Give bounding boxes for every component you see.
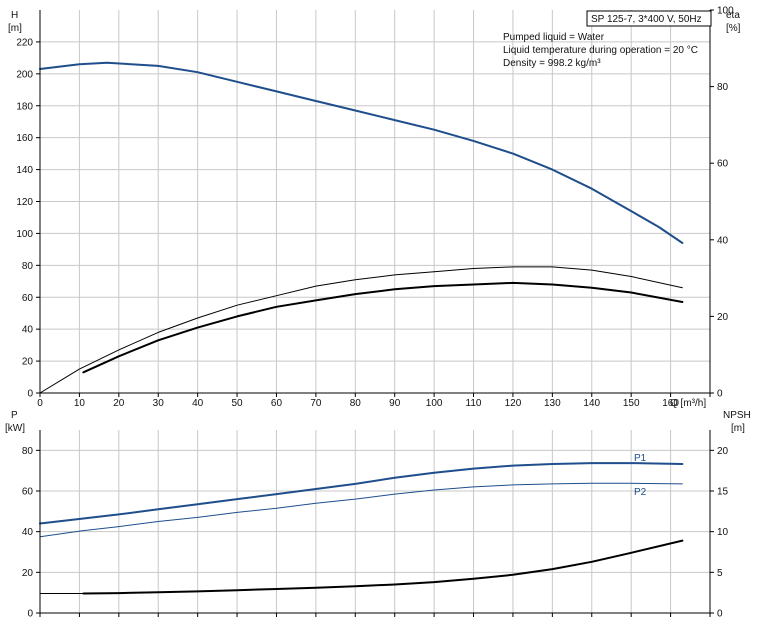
power-right-tick-label: 20 [717,446,729,457]
head-left-tick-label: 40 [22,325,34,336]
x-tick-label: 130 [544,398,561,409]
grid-layer [40,10,711,613]
x-tick-label: 80 [350,398,362,409]
head-axis-label-1: H [11,10,18,21]
head-left-tick-label: 0 [27,389,33,400]
power-left-tick-label: 80 [22,446,34,457]
power-axis-label-1: P [11,410,18,421]
title-box-border [586,10,712,27]
x-tick-label: 30 [153,398,165,409]
head-left-tick-label: 200 [16,69,33,80]
power-left-tick-label: 20 [22,568,34,579]
series-p2-line [39,482,683,538]
power-right-tick-label: 10 [717,527,729,538]
head-left-tick-label: 140 [16,165,33,176]
chart-title: SP 125-7, 3*400 V, 50Hz [591,14,702,25]
text-layer: 0204060801001201401601802002200204060801… [16,6,734,620]
x-tick-label: 150 [623,398,640,409]
power-right-tick-label: 5 [717,568,723,579]
series-label-p1: P1 [634,453,647,464]
x-tick-label: 10 [74,398,86,409]
power-left-tick-label: 60 [22,487,34,498]
x-tick-label: 100 [426,398,443,409]
head-left-tick-label: 20 [22,357,34,368]
power-left-tick-label: 0 [27,609,33,620]
head-right-tick-label: 20 [717,312,729,323]
head-left-tick-label: 160 [16,133,33,144]
npsh-axis-label-1: NPSH [723,410,751,421]
x-tick-label: 120 [505,398,522,409]
x-tick-label: 50 [231,398,243,409]
power-left-tick-label: 40 [22,527,34,538]
head-left-tick-label: 60 [22,293,34,304]
power-right-tick-label: 0 [717,609,723,620]
head-axis-label-2: [m] [8,23,22,34]
annotation-liquid: Pumped liquid = Water [503,32,605,43]
head-left-tick-label: 220 [16,37,33,48]
x-tick-label: 140 [583,398,600,409]
x-tick-label: 160 [662,398,679,409]
head-right-tick-label: 80 [717,82,729,93]
annotation-density: Density = 998.2 kg/m³ [503,58,601,69]
eta-axis-label-1: eta [726,10,740,21]
head-left-tick-label: 80 [22,261,34,272]
npsh-axis-label-2: [m] [731,423,745,434]
annotation-temperature: Liquid temperature during operation = 20… [503,45,698,56]
frame-layer [36,9,714,617]
head-series-1-line [39,266,683,394]
flow-axis-label: Q [m³/h] [670,398,706,409]
series-layer [39,61,684,595]
x-tick-label: 0 [37,398,43,409]
head-series-0-line [39,61,684,244]
head-left-tick-label: 100 [16,229,33,240]
power-series-2-line [82,539,684,595]
head-series-2-line [82,281,684,374]
power-axis-label-2: [kW] [5,423,25,434]
head-left-tick-label: 180 [16,101,33,112]
power-right-tick-label: 15 [717,487,729,498]
series-label-p2: P2 [634,487,647,498]
series-p1-line [39,462,684,525]
x-tick-label: 40 [192,398,204,409]
x-tick-label: 90 [389,398,401,409]
x-tick-label: 70 [310,398,322,409]
x-tick-label: 60 [271,398,283,409]
head-left-tick-label: 120 [16,197,33,208]
x-tick-label: 110 [466,398,482,409]
head-right-tick-label: 0 [717,389,723,400]
title-box: SP 125-7, 3*400 V, 50Hz [586,10,712,27]
head-right-tick-label: 100 [717,6,734,17]
eta-axis-label-2: [%] [726,23,741,34]
x-tick-label: 20 [113,398,125,409]
head-right-tick-label: 40 [717,235,729,246]
head-right-tick-label: 60 [717,159,729,170]
